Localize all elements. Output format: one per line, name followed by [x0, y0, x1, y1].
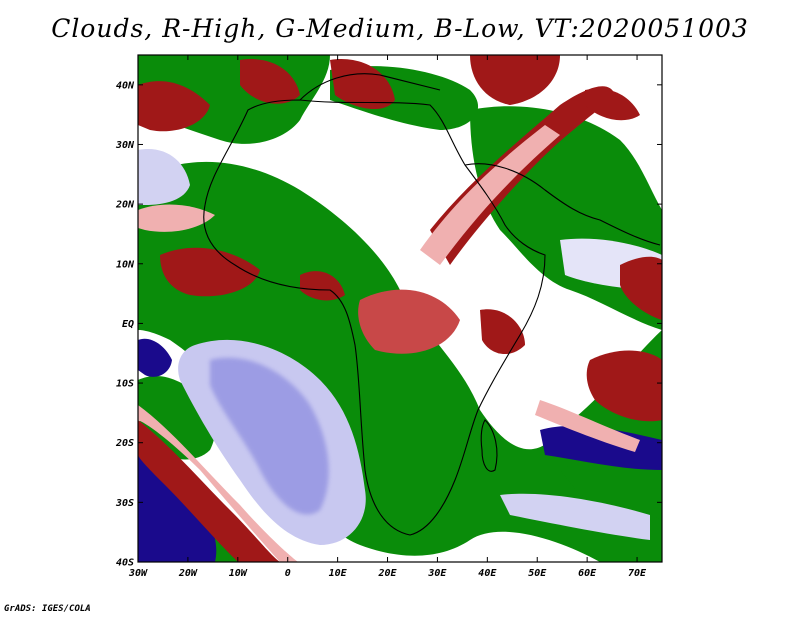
lon-tick-label: 30W: [128, 568, 148, 579]
lat-tick-label: 40N: [116, 80, 135, 91]
lon-tick-label: 30E: [427, 568, 447, 579]
lon-tick-label: 20E: [377, 568, 397, 579]
low-cloud-layer: [138, 149, 662, 562]
cloud-field: [138, 55, 662, 562]
map-title: Clouds, R-High, G-Medium, B-Low, VT:2020…: [51, 14, 749, 43]
lon-tick-label: 10W: [229, 568, 248, 579]
lon-tick-label: 70E: [628, 568, 647, 579]
lat-tick-label: 30S: [115, 498, 134, 509]
lat-tick-label: 20N: [115, 200, 135, 211]
lat-tick-label: EQ: [122, 319, 134, 330]
lon-tick-label: 60E: [578, 568, 597, 579]
lat-tick-label: 40S: [116, 558, 134, 569]
coastlines: [203, 73, 661, 536]
lat-tick-label: 30N: [115, 140, 135, 151]
lon-tick-label: 10E: [329, 568, 348, 579]
lon-tick-label: 0: [285, 568, 291, 579]
lat-tick-label: 20S: [115, 438, 134, 449]
lon-tick-label: 50E: [528, 568, 547, 579]
lon-tick-label: 20W: [178, 568, 198, 579]
lat-tick-label: 10N: [116, 259, 135, 270]
lat-tick-label: 10S: [116, 379, 134, 390]
plot-frame: [137, 54, 663, 563]
credit-label: GrADS: IGES/COLA: [4, 604, 91, 614]
lon-tick-label: 40E: [478, 568, 497, 579]
